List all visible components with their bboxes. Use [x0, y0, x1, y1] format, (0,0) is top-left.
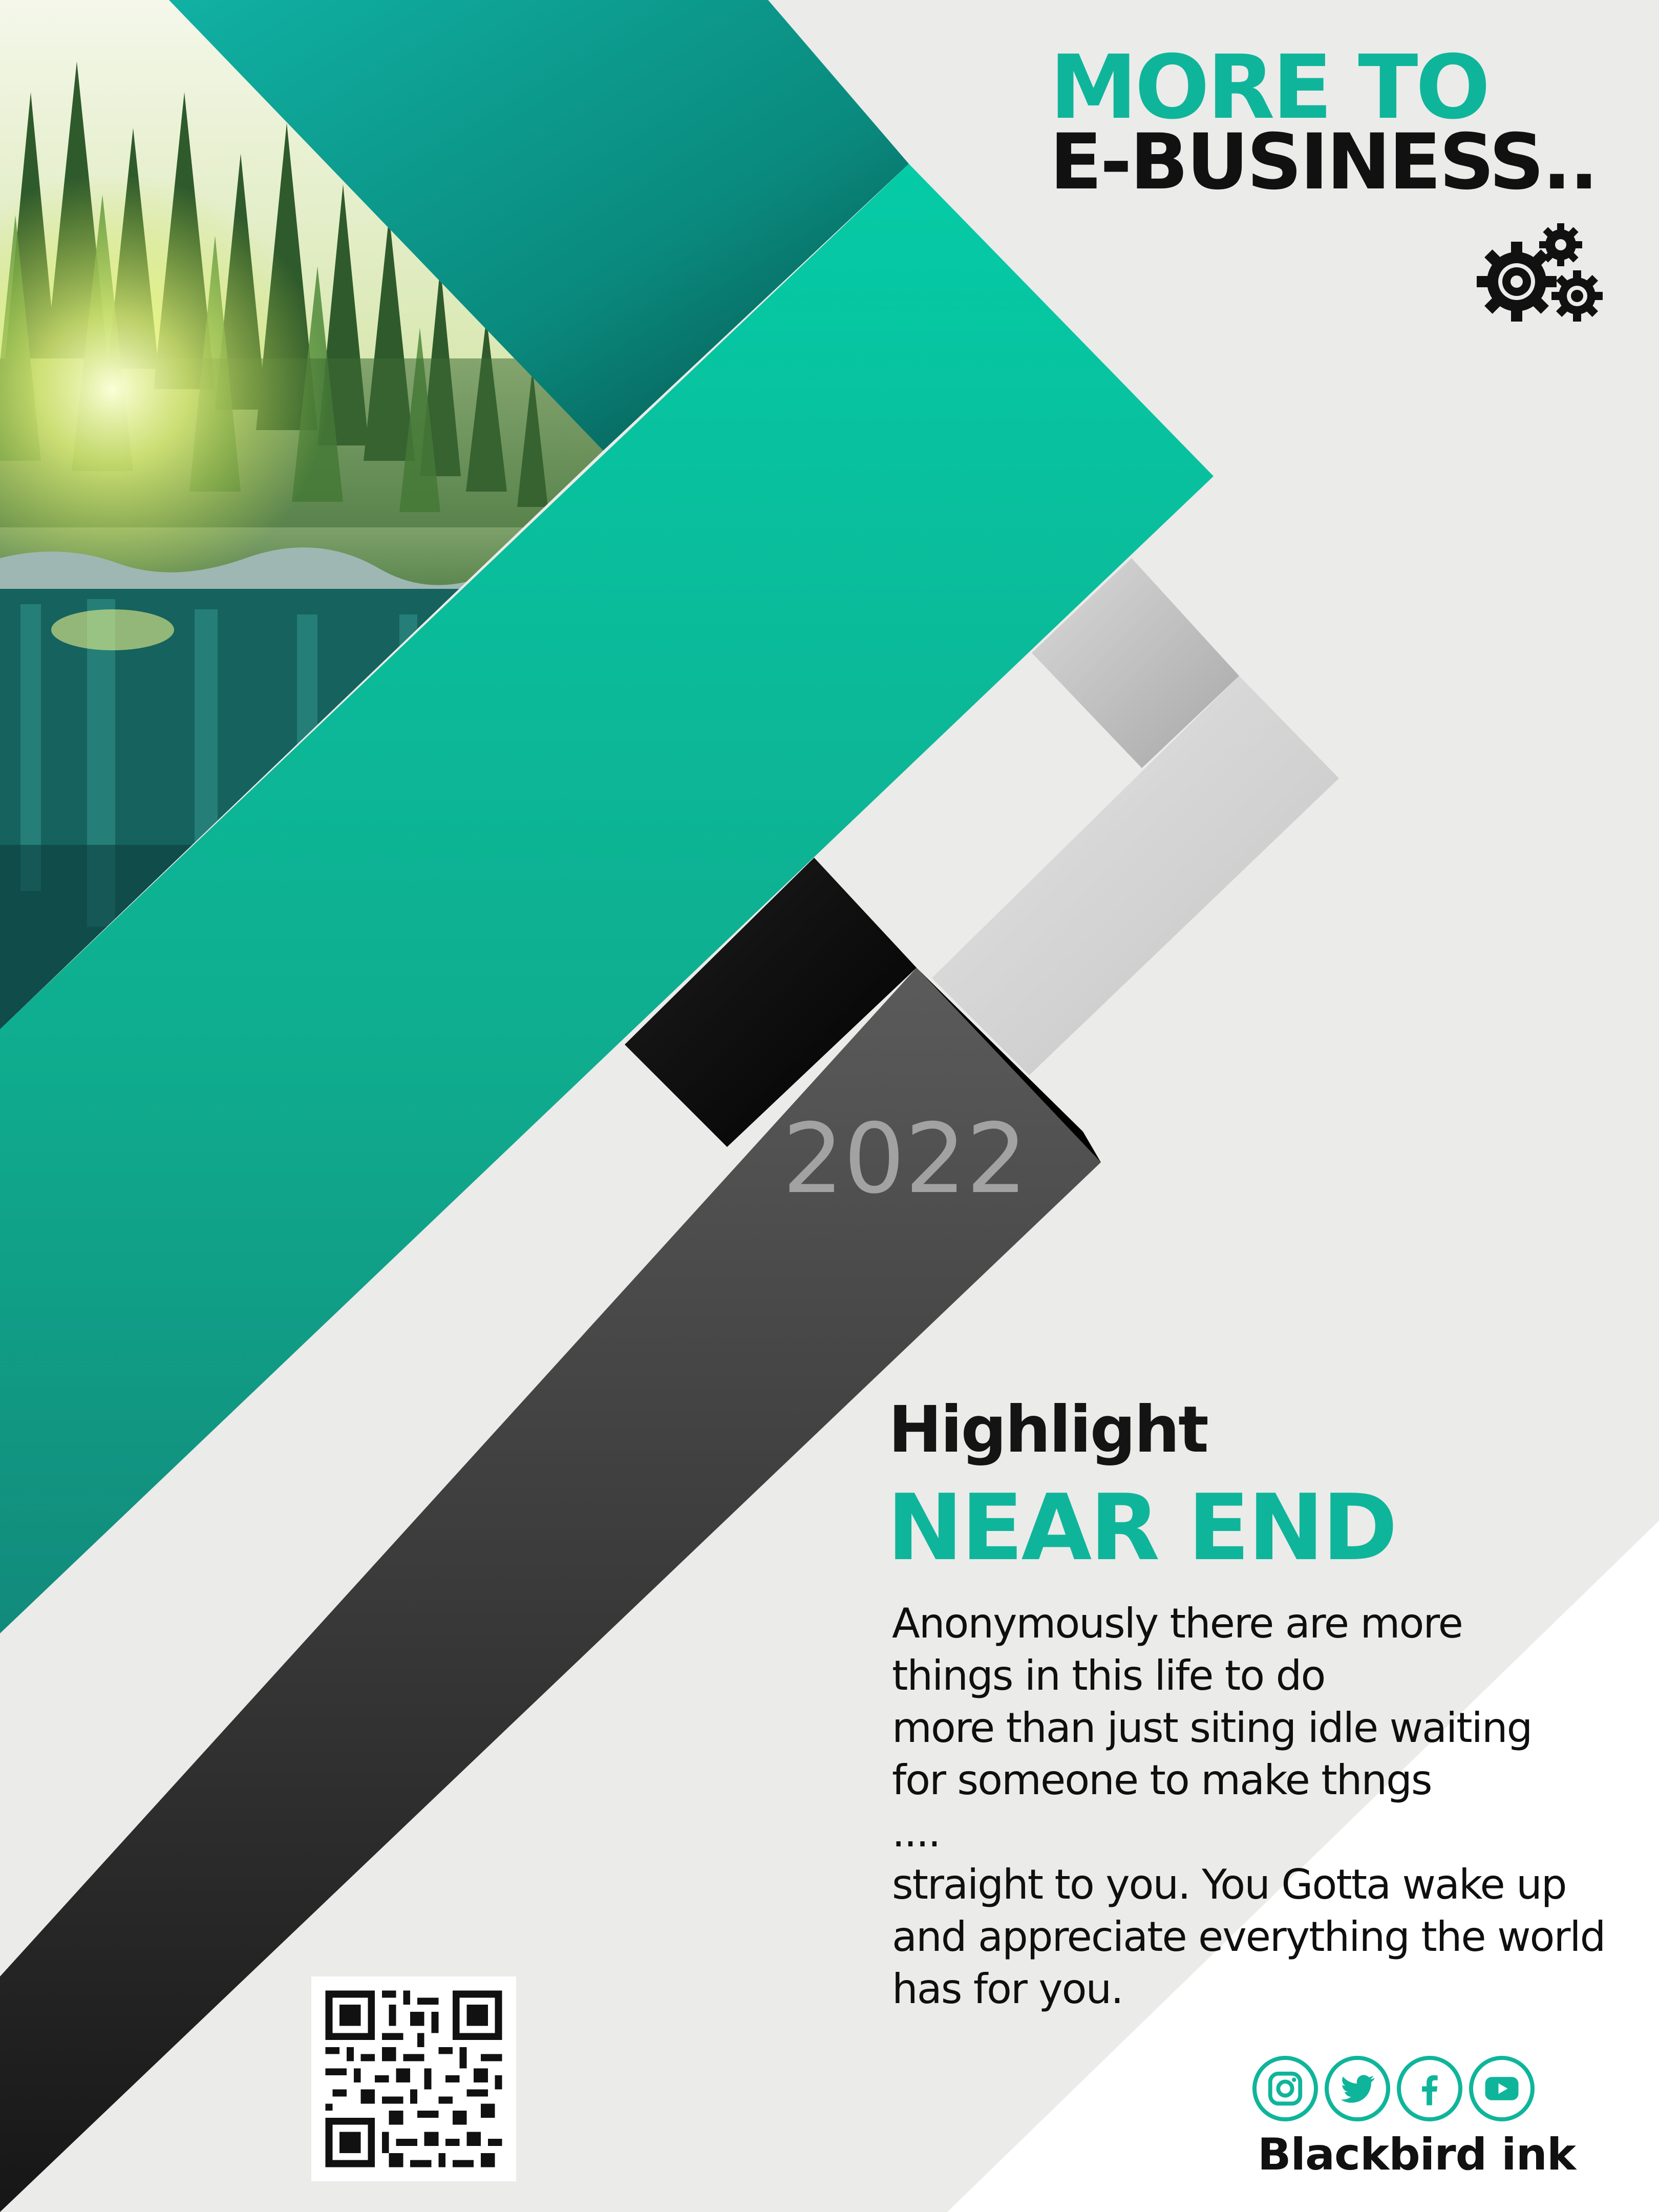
- body-line: more than just siting idle waiting: [892, 1704, 1533, 1752]
- title-line-1: MORE TO: [1050, 36, 1491, 139]
- qr-code[interactable]: [311, 1976, 516, 2181]
- body-line: ....: [892, 1809, 941, 1856]
- highlight-body: Anonymously there are more things in thi…: [892, 1598, 1650, 2015]
- highlight-headline: NEAR END: [887, 1475, 1398, 1581]
- body-line: things in this life to do: [892, 1652, 1326, 1699]
- gears-icon: [1477, 223, 1603, 322]
- body-line: straight to you. You Gotta wake up: [892, 1861, 1567, 1908]
- social-links: [1252, 2056, 1541, 2121]
- facebook-icon[interactable]: [1397, 2056, 1462, 2121]
- youtube-icon[interactable]: [1469, 2056, 1535, 2121]
- instagram-icon[interactable]: [1252, 2056, 1318, 2121]
- highlight-kicker: Highlight: [888, 1393, 1209, 1467]
- brand-name: Blackbird ink: [1258, 2129, 1576, 2180]
- title-line-2: E-BUSINESS..: [1050, 118, 1599, 207]
- body-line: and appreciate everything the world: [892, 1913, 1606, 1961]
- year-label: 2022: [782, 1103, 1028, 1215]
- body-line: Anonymously there are more: [892, 1600, 1463, 1647]
- body-line: has for you.: [892, 1965, 1124, 2013]
- body-line: for someone to make thngs: [892, 1756, 1433, 1804]
- twitter-icon[interactable]: [1325, 2056, 1390, 2121]
